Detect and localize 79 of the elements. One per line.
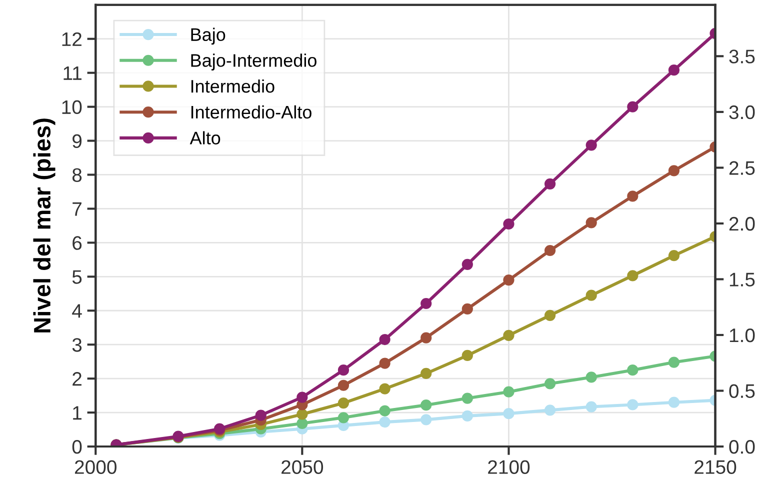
point [338,412,350,424]
legend-label: Alto [190,131,220,144]
x-tick-label: 2100 [488,460,530,474]
point [420,332,432,344]
y-tick-label: 12 [62,32,82,46]
point [379,358,390,369]
legend-label: Intermedio [191,79,274,93]
point [544,178,556,190]
point [503,330,514,341]
point [379,416,390,428]
point [379,383,390,394]
point [668,356,680,368]
point [668,396,680,408]
y-tick-label: 7 [72,202,82,216]
point [586,140,597,151]
point [668,165,680,176]
y-tick-label: 10 [62,100,82,114]
point [338,397,350,409]
point [296,408,308,420]
point [503,408,514,420]
y2-tick-label: 1.5 [730,272,755,286]
legend-label: Bajo [191,28,226,45]
point [668,250,680,262]
y-tick-label: 6 [72,236,82,250]
point [379,334,390,346]
y-tick-label: 0 [72,440,82,454]
y2-tick-label: 2.5 [729,161,755,175]
legend-label: Intermedio-Alto [191,105,312,119]
y2-tick-label: 3.0 [729,105,755,120]
y2-tick-label: 0.5 [729,384,755,398]
point [668,64,680,76]
point [627,399,638,410]
y2-tick-label: 2.0 [729,216,755,231]
point [462,303,473,314]
point [255,410,266,421]
point [627,364,638,376]
y-tick-label: 1 [73,406,82,420]
point [627,190,638,202]
point [503,274,514,286]
y-tick-label: 3 [72,338,82,352]
point [586,290,597,301]
point [462,392,473,404]
point [296,418,308,429]
point [544,378,556,390]
point [544,244,556,256]
y-tick-label: 9 [72,134,82,148]
point [586,401,597,412]
y-tick-label: 4 [72,304,82,318]
x-tick-label: 2000 [74,460,116,474]
point [544,310,556,321]
point [544,404,556,416]
point [338,364,350,376]
point [462,258,473,270]
point [462,350,473,362]
point [586,372,597,383]
x-tick-label: 2050 [282,460,324,474]
legend-label: Bajo-Intermedio [191,54,316,70]
point [420,414,432,426]
y2-tick-label: 1.0 [730,328,755,342]
point [503,386,514,398]
point [379,405,390,416]
y-axis-title: Nivel del mar (pies) [33,118,56,332]
y-tick-label: 8 [72,168,82,182]
point [627,101,638,112]
y2-tick-label: 0.0 [729,440,755,454]
point [338,380,350,391]
point [627,270,638,282]
y2-tick-label: 3.5 [729,50,755,64]
point [420,400,432,411]
point [503,218,514,230]
x-tick-label: 2150 [694,460,736,474]
point [420,368,432,380]
point [462,410,473,422]
y-tick-label: 11 [64,66,82,80]
y-tick-label: 2 [72,372,82,386]
point [420,298,432,310]
point [586,217,597,228]
point [296,392,308,403]
y-tick-label: 5 [72,270,82,284]
